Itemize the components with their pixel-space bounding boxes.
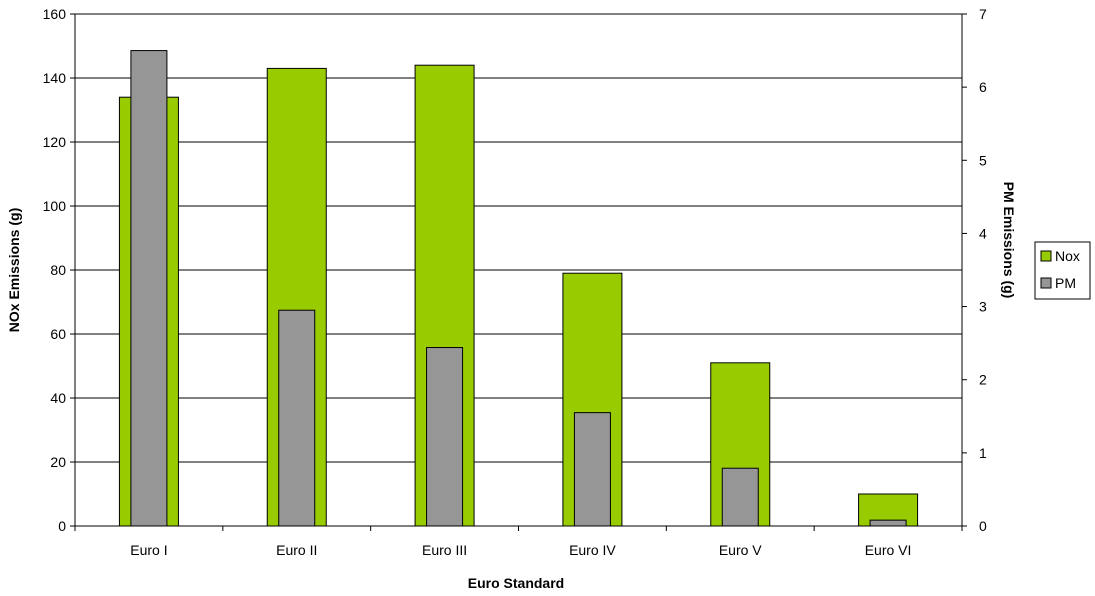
x-tick-label: Euro IV [569, 542, 616, 558]
right-tick-label: 6 [979, 79, 987, 95]
left-tick-label: 40 [50, 390, 66, 406]
bar-marks [118, 50, 919, 527]
x-tick-label: Euro III [422, 542, 467, 558]
right-axis-ticks: 0 1 2 3 4 5 6 7 [962, 6, 987, 534]
right-tick-label: 4 [979, 225, 987, 241]
left-tick-label: 140 [43, 70, 67, 86]
gridlines [75, 13, 962, 463]
right-tick-label: 5 [979, 152, 987, 168]
left-tick-label: 60 [50, 326, 66, 342]
x-tick-label: Euro V [719, 542, 762, 558]
left-axis-ticks: 0 20 40 60 80 100 120 140 160 [43, 6, 75, 534]
right-tick-label: 0 [979, 518, 987, 534]
legend-label-pm: PM [1055, 275, 1076, 291]
right-tick-label: 1 [979, 445, 987, 461]
legend-label-nox: Nox [1055, 248, 1080, 264]
right-tick-label: 7 [979, 6, 987, 22]
bar-pm [573, 412, 611, 527]
left-tick-label: 80 [50, 262, 66, 278]
bar-pm [130, 50, 168, 527]
left-tick-label: 160 [43, 6, 67, 22]
legend: Nox PM [1034, 241, 1091, 300]
legend-swatch-pm [1040, 277, 1052, 289]
x-axis-ticks: Euro I Euro II Euro III Euro IV Euro V Euro V… [74, 526, 963, 558]
left-tick-label: 120 [43, 134, 67, 150]
x-axis-title: Euro Standard [468, 575, 564, 591]
right-axis-title: PM Emissions (g) [1001, 182, 1017, 299]
x-tick-label: Euro VI [865, 542, 912, 558]
bar-pm [869, 519, 907, 527]
left-axis-title: NOx Emissions (g) [6, 208, 22, 332]
x-tick-label: Euro I [130, 542, 167, 558]
right-tick-label: 2 [979, 372, 987, 388]
bar-pm [721, 467, 759, 527]
bar-pm [278, 309, 316, 527]
left-tick-label: 100 [43, 198, 67, 214]
right-tick-label: 3 [979, 299, 987, 315]
left-tick-label: 20 [50, 454, 66, 470]
x-tick-label: Euro II [276, 542, 317, 558]
legend-swatch-nox [1040, 250, 1052, 262]
bar-pm [426, 347, 464, 527]
left-tick-label: 0 [58, 518, 66, 534]
